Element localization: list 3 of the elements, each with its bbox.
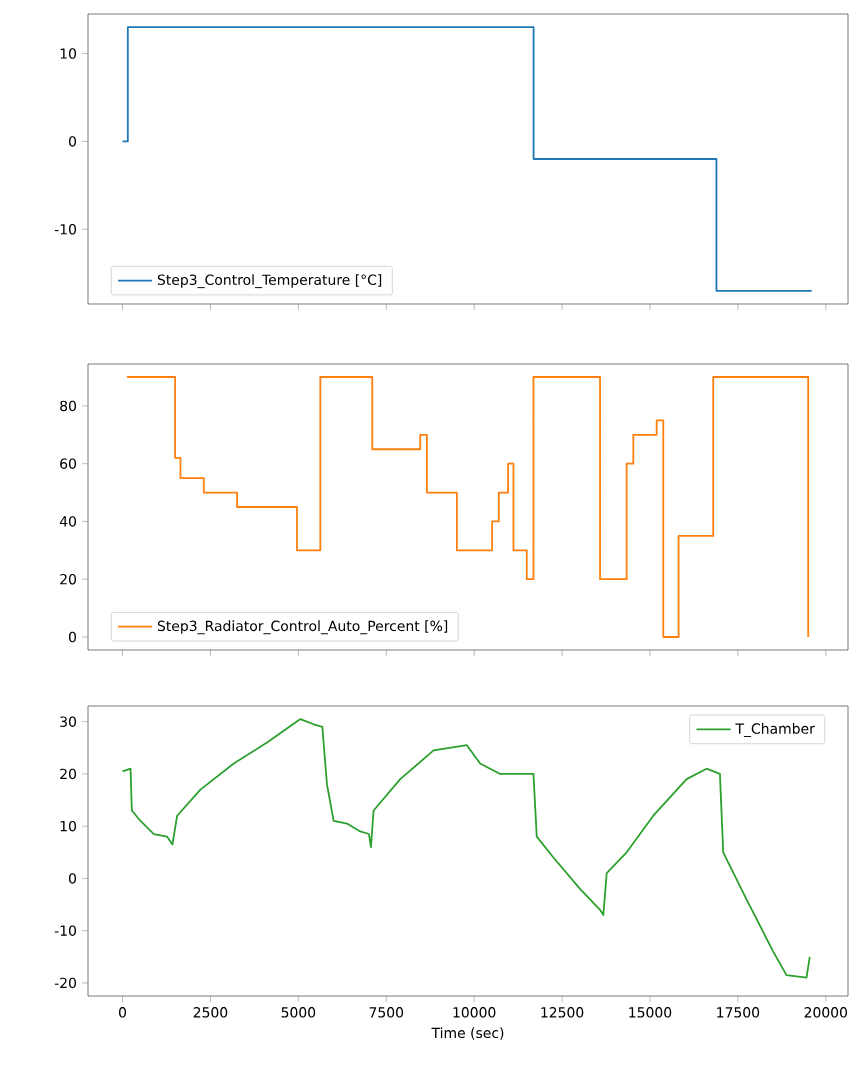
line-series — [121, 718, 811, 979]
line-series — [121, 26, 813, 292]
line-series — [126, 376, 810, 638]
